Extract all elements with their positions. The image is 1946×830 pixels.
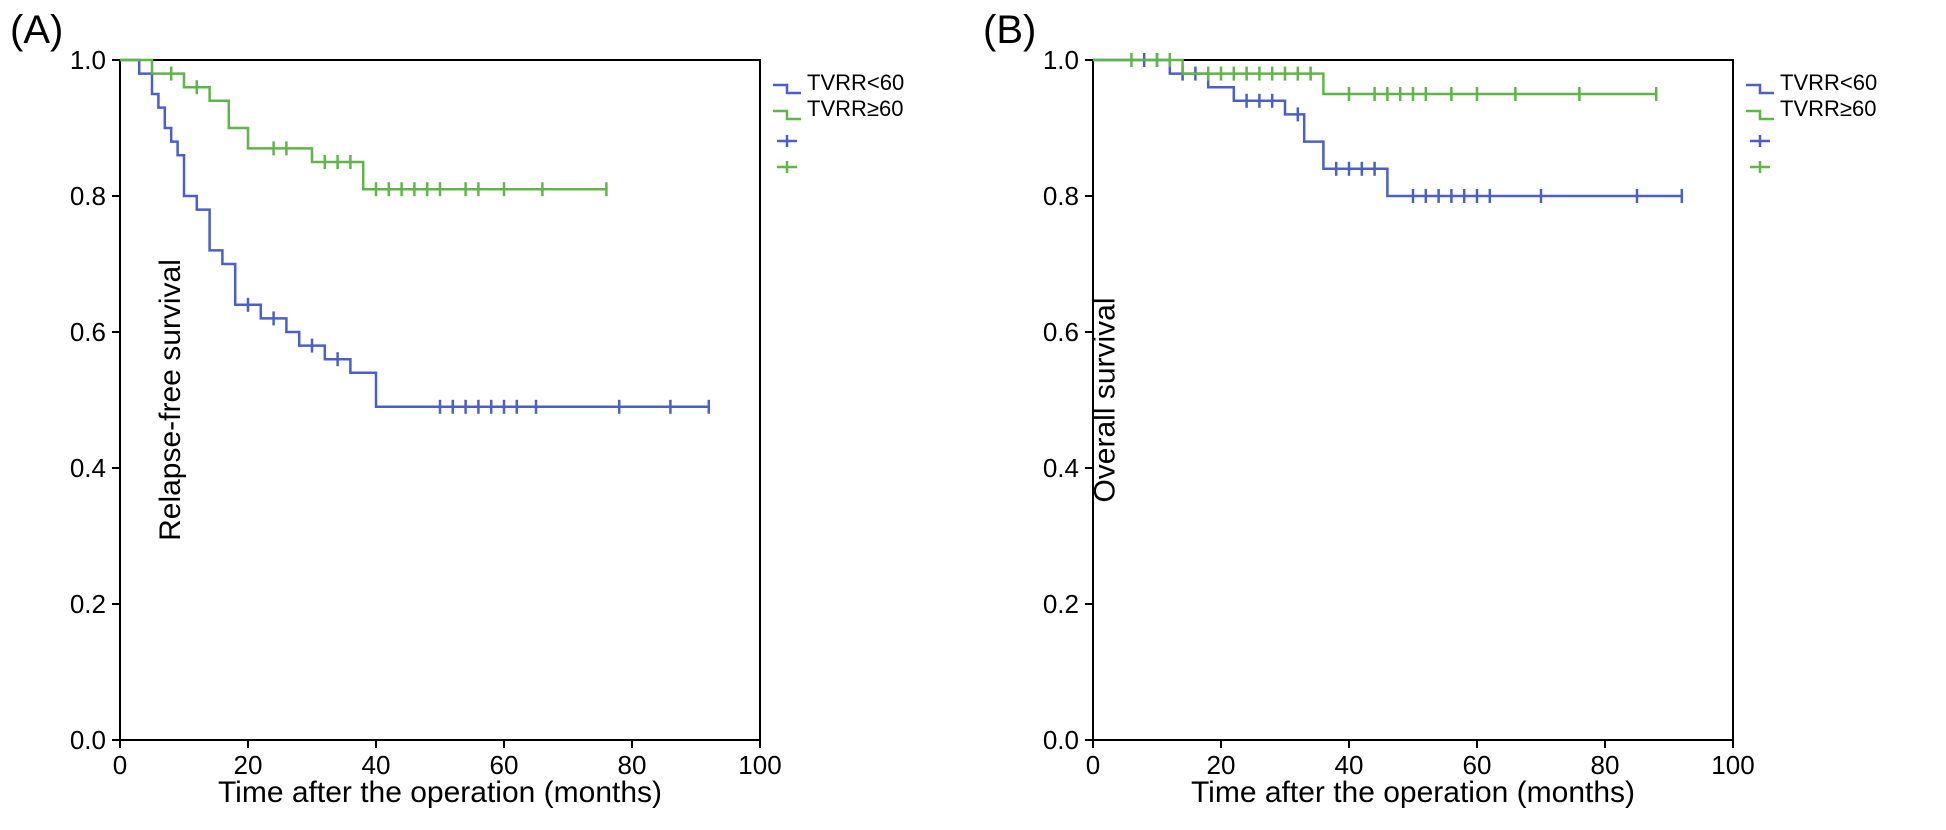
legend-step-icon [773, 76, 801, 90]
legend-item: TVRR≥60 [1746, 96, 1926, 122]
y-tick-label: 0.4 [70, 453, 106, 483]
y-tick-label: 0.8 [1043, 181, 1079, 211]
km-curve-TVRR<60 [120, 60, 709, 407]
km-plot-svg: 0204060801000.00.20.40.60.81.0 [1093, 60, 1733, 740]
x-tick-label: 0 [1086, 750, 1100, 780]
legend-step-icon [773, 102, 801, 116]
legend-B: TVRR<60TVRR≥60 [1746, 70, 1926, 174]
legend-item: TVRR≥60 [773, 96, 953, 122]
legend-censor-item [1746, 122, 1926, 148]
x-axis-title-B: Time after the operation (months) [1191, 776, 1635, 810]
y-tick-label: 0.0 [1043, 725, 1079, 755]
x-axis-title-A: Time after the operation (months) [218, 776, 662, 810]
x-tick-label: 0 [113, 750, 127, 780]
km-curve-TVRR≥60 [120, 60, 606, 189]
y-tick-label: 0.8 [70, 181, 106, 211]
legend-A: TVRR<60TVRR≥60 [773, 70, 953, 174]
legend-label: TVRR<60 [1780, 70, 1877, 96]
panel-label-B: (B) [983, 8, 1036, 53]
y-axis-title-B: Overall survival [1089, 297, 1123, 502]
legend-step-icon [1746, 76, 1774, 90]
y-tick-label: 1.0 [1043, 45, 1079, 75]
y-tick-label: 0.6 [1043, 317, 1079, 347]
legend-censor-item [1746, 148, 1926, 174]
legend-item: TVRR<60 [1746, 70, 1926, 96]
legend-censor-item [773, 122, 953, 148]
figure-row: (A) Relapse-free survival Time after the… [0, 0, 1946, 830]
panel-label-A: (A) [10, 8, 63, 53]
y-tick-label: 0.2 [1043, 589, 1079, 619]
km-curve-TVRR<60 [1093, 60, 1682, 196]
y-tick-label: 1.0 [70, 45, 106, 75]
legend-label: TVRR≥60 [1780, 96, 1876, 122]
legend-item: TVRR<60 [773, 70, 953, 96]
legend-censor-icon [773, 128, 801, 142]
legend-censor-icon [1746, 128, 1774, 142]
y-axis-title-A: Relapse-free survival [154, 259, 188, 541]
x-tick-label: 100 [1711, 750, 1754, 780]
y-tick-label: 0.4 [1043, 453, 1079, 483]
legend-step-icon [1746, 102, 1774, 116]
legend-label: TVRR<60 [807, 70, 904, 96]
km-plot-svg: 0204060801000.00.20.40.60.81.0 [120, 60, 760, 740]
y-tick-label: 0.6 [70, 317, 106, 347]
plot-A: Relapse-free survival Time after the ope… [120, 60, 760, 740]
panel-A: (A) Relapse-free survival Time after the… [0, 0, 973, 830]
legend-censor-icon [1746, 154, 1774, 168]
y-tick-label: 0.0 [70, 725, 106, 755]
y-tick-label: 0.2 [70, 589, 106, 619]
x-tick-label: 100 [738, 750, 781, 780]
panel-B: (B) Overall survival Time after the oper… [973, 0, 1946, 830]
plot-B: Overall survival Time after the operatio… [1093, 60, 1733, 740]
legend-censor-icon [773, 154, 801, 168]
legend-label: TVRR≥60 [807, 96, 903, 122]
legend-censor-item [773, 148, 953, 174]
